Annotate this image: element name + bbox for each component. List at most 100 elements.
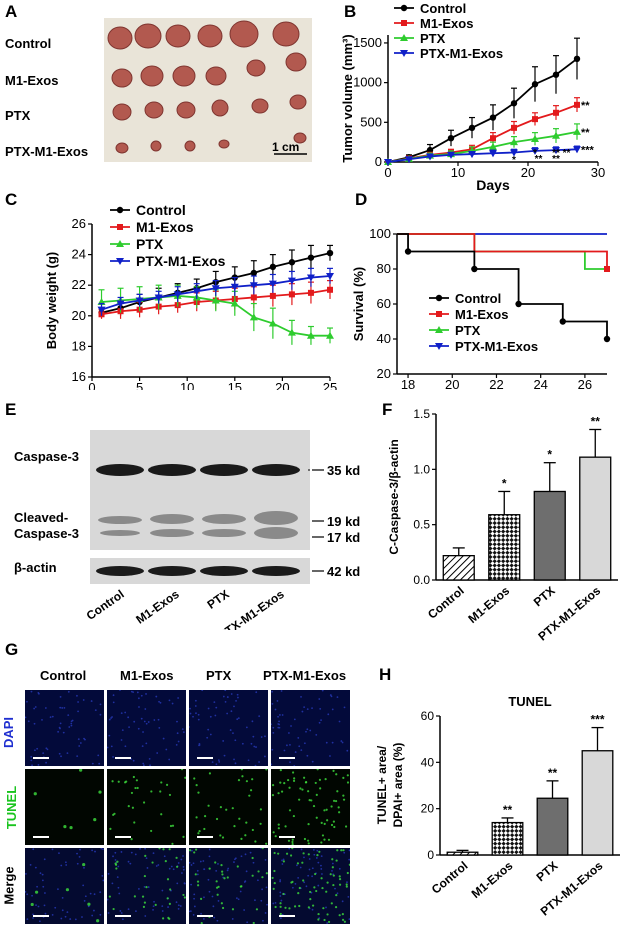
tunel-dot xyxy=(327,920,331,924)
nucleus xyxy=(343,706,346,709)
nucleus xyxy=(278,720,280,723)
nucleus xyxy=(199,860,202,863)
nucleus xyxy=(215,763,218,766)
nucleus xyxy=(340,740,343,742)
tunel-dot xyxy=(245,780,248,783)
data-point xyxy=(230,283,239,291)
nucleus xyxy=(33,707,36,710)
nucleus xyxy=(132,759,135,762)
nucleus xyxy=(293,764,296,766)
nucleus xyxy=(189,861,191,864)
tunel-dot xyxy=(309,898,312,901)
nucleus xyxy=(30,759,33,762)
x-tick-label: 30 xyxy=(591,165,605,180)
legend-label: PTX xyxy=(136,236,164,252)
tunel-dot xyxy=(334,799,338,803)
lane-label: Control xyxy=(84,588,127,623)
tunel-dot xyxy=(345,885,348,888)
tunel-dot xyxy=(233,825,236,828)
nucleus xyxy=(237,717,240,720)
tunel-dot xyxy=(279,902,282,905)
tunel-dot xyxy=(254,840,257,843)
nucleus xyxy=(179,905,182,907)
nucleus xyxy=(30,690,33,693)
data-point xyxy=(552,147,560,155)
censor-point xyxy=(471,265,478,273)
tunel-dot xyxy=(313,886,316,889)
nucleus xyxy=(148,757,151,760)
legend-label: M1-Exos xyxy=(136,219,194,235)
nucleus xyxy=(51,848,54,851)
data-point xyxy=(531,81,539,88)
nucleus xyxy=(35,904,37,907)
nucleus xyxy=(317,884,320,887)
nucleus xyxy=(132,691,135,693)
nucleus xyxy=(46,748,49,751)
tunel-dot xyxy=(277,852,280,855)
legend-marker xyxy=(117,224,123,230)
tile-tunel-2 xyxy=(189,769,268,845)
tunel-dot xyxy=(331,858,334,861)
nucleus xyxy=(294,882,297,885)
nucleus xyxy=(338,867,341,870)
legend-marker xyxy=(400,50,408,57)
nucleus xyxy=(235,699,237,702)
nucleus xyxy=(43,904,46,907)
data-point xyxy=(173,291,182,299)
tunel-dot xyxy=(315,793,318,796)
nucleus xyxy=(76,755,79,757)
nucleus xyxy=(264,735,266,738)
nucleus xyxy=(177,740,180,743)
nucleus xyxy=(211,761,214,764)
y-tick-label: 26 xyxy=(72,216,86,231)
nucleus xyxy=(279,879,282,881)
y-tick-label: 500 xyxy=(360,114,382,129)
tunel-dot xyxy=(273,869,276,873)
nucleus xyxy=(177,904,180,907)
nucleus xyxy=(317,861,320,864)
tunel-dot xyxy=(168,902,171,906)
legend-label: Control xyxy=(136,202,186,218)
tunel-dot xyxy=(299,787,302,790)
nucleus xyxy=(101,875,104,877)
nucleus xyxy=(206,736,209,739)
nucleus xyxy=(168,699,171,702)
nucleus xyxy=(161,889,164,892)
data-point xyxy=(116,300,125,308)
nucleus xyxy=(147,721,150,723)
tunel-dot xyxy=(131,806,134,809)
col-label-ptx-m1-exos: PTX-M1-Exos xyxy=(263,668,347,683)
nucleus xyxy=(100,848,103,850)
nucleus xyxy=(91,914,94,917)
nucleus xyxy=(99,891,102,894)
tunel-dot xyxy=(237,779,241,782)
nucleus xyxy=(44,892,46,894)
nucleus xyxy=(97,754,100,757)
tunel-dot xyxy=(302,852,305,855)
nucleus xyxy=(227,867,230,870)
nucleus xyxy=(145,857,148,860)
tunel-dot xyxy=(307,839,310,842)
nucleus xyxy=(218,760,221,763)
tunel-dot xyxy=(310,799,313,802)
tunel-dot xyxy=(320,841,323,844)
nucleus xyxy=(329,755,331,757)
tunel-dot xyxy=(288,786,291,789)
nucleus xyxy=(175,743,178,746)
nucleus xyxy=(36,747,39,750)
nucleus xyxy=(82,884,85,887)
nucleus xyxy=(33,722,36,725)
nucleus xyxy=(211,895,214,898)
data-point xyxy=(287,328,296,336)
censor-point xyxy=(515,300,522,308)
data-point xyxy=(306,331,315,339)
tunel-dot xyxy=(291,840,294,844)
nucleus xyxy=(76,862,79,865)
nucleus xyxy=(294,751,297,753)
data-point xyxy=(573,55,581,63)
nucleus xyxy=(189,910,191,913)
nucleus xyxy=(226,869,229,872)
nucleus xyxy=(213,701,216,704)
tunel-dot xyxy=(303,776,306,779)
nucleus xyxy=(99,913,102,916)
